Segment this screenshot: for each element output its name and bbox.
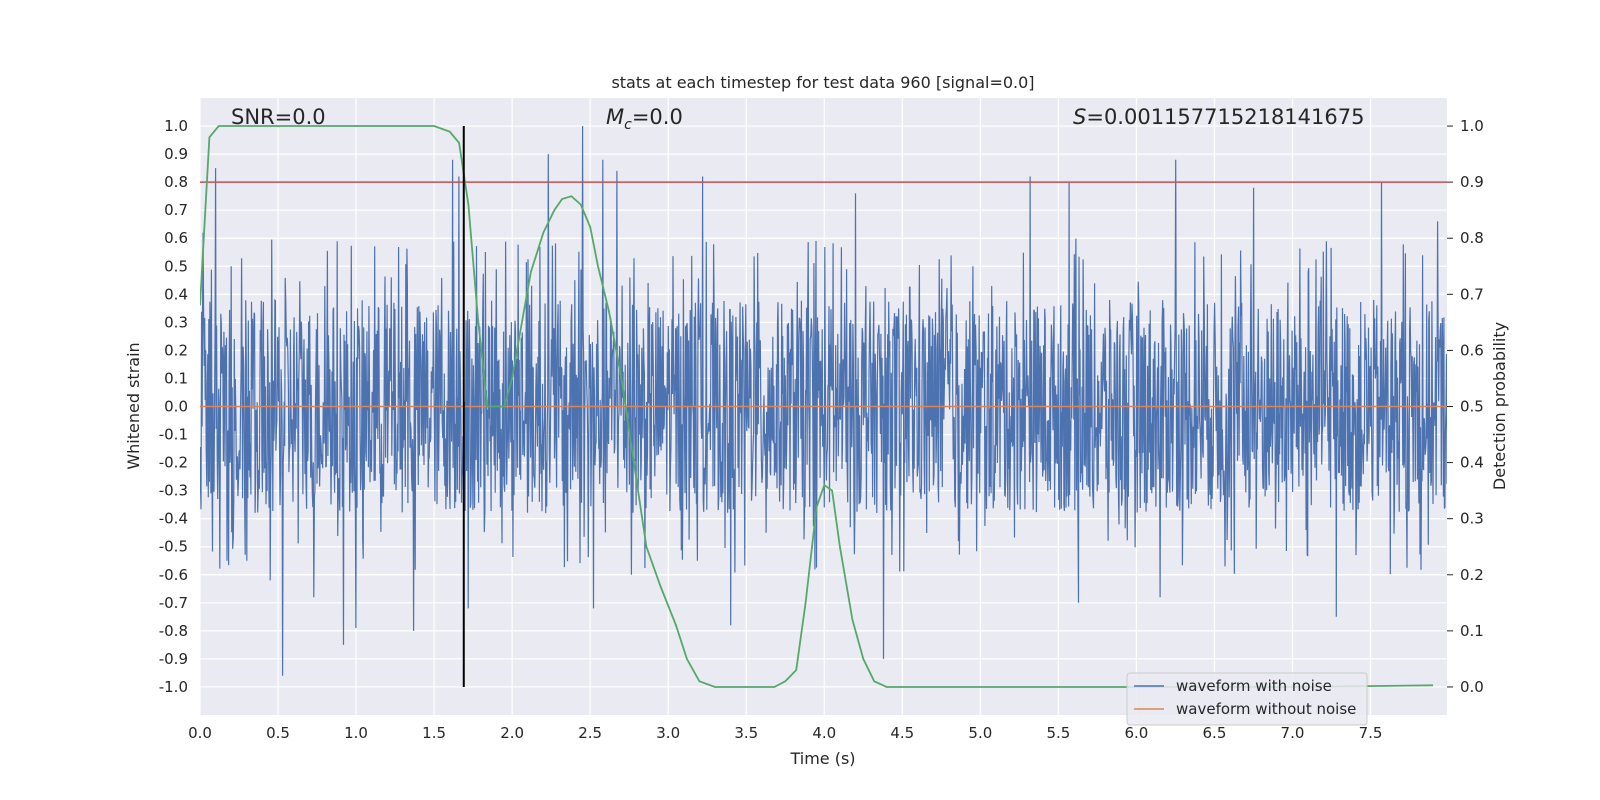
y-left-tick-label: 0.5	[164, 257, 188, 275]
y-right-tick-label: 0.3	[1460, 510, 1484, 528]
y-left-tick-label: -0.7	[159, 594, 188, 612]
y-left-tick-label: 0.8	[164, 173, 188, 191]
x-tick-label: 4.5	[890, 724, 914, 742]
x-tick-label: 5.5	[1046, 724, 1070, 742]
x-tick-label: 6.0	[1124, 724, 1148, 742]
x-tick-label: 3.5	[734, 724, 758, 742]
left-y-axis-label: Whitened strain	[124, 342, 143, 469]
y-left-tick-label: 0.1	[164, 369, 188, 387]
y-right-tick-label: 0.5	[1460, 398, 1484, 416]
y-left-tick-label: 0.2	[164, 341, 188, 359]
chirp-mass-symbol: M	[606, 105, 624, 129]
chirp-mass-subscript: c	[624, 117, 632, 133]
x-tick-label: 6.5	[1203, 724, 1227, 742]
y-right-tick-label: 0.8	[1460, 229, 1484, 247]
x-tick-label: 1.5	[422, 724, 446, 742]
legend-box	[1126, 672, 1368, 726]
s-statistic-value: =0.001157715218141675	[1086, 105, 1364, 129]
y-left-tick-label: 1.0	[164, 117, 188, 135]
legend: waveform with noise waveform without noi…	[1126, 672, 1368, 726]
left-y-axis-ticks: 1.0 0.9 0.8 0.7 0.6 0.5 0.4 0.3 0.2 0.1 0.0 -0.1 -0.…	[159, 117, 188, 696]
x-tick-label: 2.0	[500, 724, 524, 742]
s-statistic-symbol: S	[1073, 105, 1086, 129]
y-left-tick-label: -0.5	[159, 538, 188, 556]
chart-title: stats at each timestep for test data 960…	[611, 73, 1034, 92]
y-right-tick-label: 0.4	[1460, 454, 1484, 472]
x-tick-label: 3.0	[656, 724, 680, 742]
y-left-tick-label: 0.4	[164, 285, 188, 303]
y-left-tick-label: -0.4	[159, 510, 188, 528]
y-left-tick-label: -0.1	[159, 426, 188, 444]
legend-noise-label: waveform with noise	[1176, 677, 1332, 695]
chirp-mass-value: =0.0	[632, 105, 683, 129]
x-tick-label: 5.0	[968, 724, 992, 742]
y-left-tick-label: 0.9	[164, 145, 188, 163]
y-left-tick-label: -0.9	[159, 650, 188, 668]
y-right-tick-label: 0.7	[1460, 285, 1484, 303]
y-left-tick-label: 0.7	[164, 201, 188, 219]
y-left-tick-label: -1.0	[159, 678, 188, 696]
y-left-tick-label: -0.8	[159, 622, 188, 640]
y-left-tick-label: -0.2	[159, 454, 188, 472]
x-tick-label: 4.0	[812, 724, 836, 742]
x-tick-label: 7.5	[1359, 724, 1383, 742]
y-left-tick-label: 0.3	[164, 313, 188, 331]
noise-waveform-series	[200, 125, 1447, 676]
y-left-tick-label: -0.3	[159, 482, 188, 500]
y-left-tick-label: 0.0	[164, 398, 188, 416]
x-tick-label: 2.5	[578, 724, 602, 742]
y-left-tick-label: 0.6	[164, 229, 188, 247]
x-axis-ticks: 0.0 0.5 1.0 1.5 2.0 2.5 3.0 3.5 4.0 4.5 5.0 5.5 6.0 6…	[188, 724, 1382, 742]
detection-probability-series	[200, 125, 1434, 688]
right-y-axis-label: Detection probability	[1490, 322, 1509, 490]
y-right-tick-label: 0.1	[1460, 622, 1484, 640]
right-y-axis-ticks: 1.0 0.9 0.8 0.7 0.6 0.5 0.4 0.3 0.2 0.1 0.0	[1447, 117, 1484, 696]
x-axis-label: Time (s)	[789, 749, 855, 768]
x-tick-label: 0.0	[188, 724, 212, 742]
x-tick-label: 0.5	[266, 724, 290, 742]
y-right-tick-label: 0.0	[1460, 678, 1484, 696]
s-statistic-annotation: S=0.001157715218141675	[1073, 105, 1364, 129]
y-right-tick-label: 1.0	[1460, 117, 1484, 135]
x-tick-label: 7.0	[1281, 724, 1305, 742]
chirp-mass-annotation: Mc=0.0	[606, 105, 683, 133]
y-right-tick-label: 0.2	[1460, 566, 1484, 584]
y-right-tick-label: 0.6	[1460, 341, 1484, 359]
y-left-tick-label: -0.6	[159, 566, 188, 584]
x-tick-label: 1.0	[344, 724, 368, 742]
legend-clean-label: waveform without noise	[1176, 700, 1356, 718]
snr-annotation: SNR=0.0	[231, 105, 326, 129]
y-right-tick-label: 0.9	[1460, 173, 1484, 191]
